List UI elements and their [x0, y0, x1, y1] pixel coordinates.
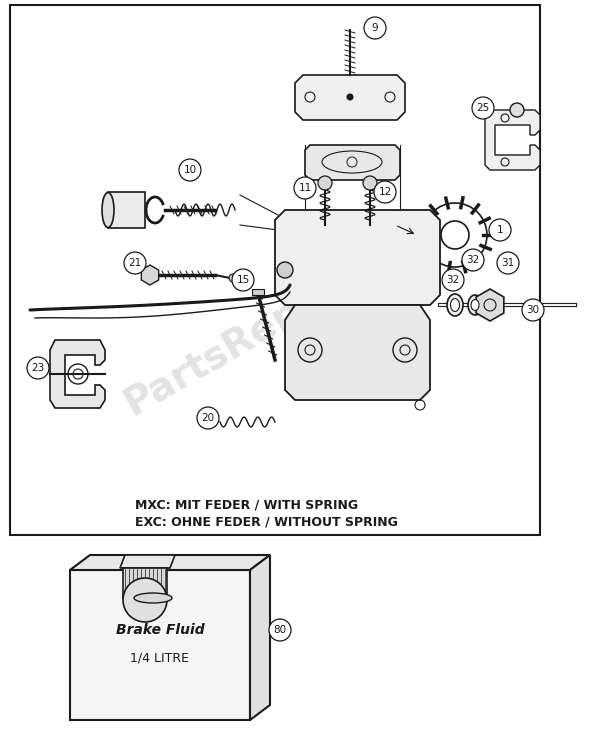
Circle shape: [364, 17, 386, 39]
Circle shape: [522, 299, 544, 321]
Text: Brake Fluid: Brake Fluid: [116, 623, 204, 637]
Circle shape: [374, 181, 396, 203]
Text: MXC: MIT FEDER / WITH SPRING: MXC: MIT FEDER / WITH SPRING: [135, 498, 358, 512]
Circle shape: [68, 364, 88, 384]
Text: 1/4 LITRE: 1/4 LITRE: [131, 652, 190, 664]
Circle shape: [489, 219, 511, 241]
Text: 11: 11: [299, 183, 312, 193]
Polygon shape: [285, 305, 430, 400]
Polygon shape: [275, 210, 440, 305]
Bar: [10, 5, 540, 535]
Circle shape: [294, 177, 316, 199]
Circle shape: [510, 103, 524, 117]
Text: 32: 32: [446, 275, 459, 285]
Ellipse shape: [450, 298, 459, 311]
Text: 25: 25: [476, 103, 489, 113]
Ellipse shape: [134, 593, 172, 603]
Circle shape: [363, 176, 377, 190]
Text: 1: 1: [497, 225, 503, 235]
Text: PartsRepublik: PartsRepublik: [118, 237, 402, 423]
Text: 23: 23: [31, 363, 45, 373]
Bar: [70, 570, 250, 720]
Circle shape: [497, 252, 519, 274]
Circle shape: [179, 159, 201, 181]
Text: 20: 20: [202, 413, 214, 423]
Polygon shape: [305, 145, 400, 180]
Ellipse shape: [471, 299, 479, 310]
Bar: [123, 568, 167, 598]
Text: 10: 10: [184, 165, 197, 175]
Text: 12: 12: [379, 187, 392, 197]
Text: 31: 31: [501, 258, 515, 268]
Circle shape: [229, 274, 237, 282]
Bar: [252, 289, 264, 295]
Text: 30: 30: [526, 305, 539, 315]
Text: 21: 21: [128, 258, 141, 268]
Circle shape: [232, 269, 254, 291]
Text: 32: 32: [467, 255, 480, 265]
Polygon shape: [141, 265, 159, 285]
Circle shape: [124, 252, 146, 274]
Polygon shape: [250, 555, 270, 720]
Text: 15: 15: [237, 275, 250, 285]
Polygon shape: [108, 192, 145, 228]
Circle shape: [277, 262, 293, 278]
Polygon shape: [295, 75, 405, 120]
Circle shape: [347, 94, 353, 100]
Ellipse shape: [468, 295, 482, 315]
Polygon shape: [485, 110, 540, 170]
Circle shape: [27, 357, 49, 379]
Circle shape: [442, 269, 464, 291]
Polygon shape: [50, 340, 105, 408]
Ellipse shape: [447, 294, 463, 316]
Circle shape: [197, 407, 219, 429]
Text: 80: 80: [273, 625, 287, 635]
Ellipse shape: [102, 192, 114, 227]
Circle shape: [123, 578, 167, 622]
Circle shape: [269, 619, 291, 641]
Circle shape: [462, 249, 484, 271]
Circle shape: [318, 176, 332, 190]
Polygon shape: [70, 555, 270, 570]
Text: 9: 9: [371, 23, 378, 33]
Circle shape: [472, 97, 494, 119]
Text: EXC: OHNE FEDER / WITHOUT SPRING: EXC: OHNE FEDER / WITHOUT SPRING: [135, 515, 398, 529]
Polygon shape: [120, 555, 175, 568]
Polygon shape: [476, 289, 504, 321]
